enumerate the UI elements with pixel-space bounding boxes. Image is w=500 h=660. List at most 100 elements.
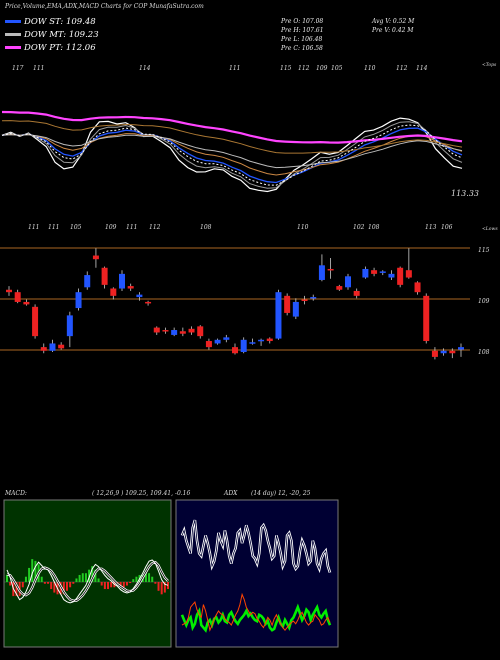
candle-body [32, 306, 39, 337]
candle-body [292, 301, 299, 317]
macd-signal-core [6, 561, 169, 602]
candle-body [6, 289, 12, 293]
pre-low: Pre L: 106.48 [281, 36, 323, 43]
level-label: 108 [478, 349, 490, 356]
last-ema-value: 113.33 [451, 189, 479, 198]
candle-body [458, 347, 464, 350]
candle-body [240, 339, 247, 353]
pre-open: Pre O: 107.08 [281, 18, 324, 25]
legend-mt: DOW MT: 109.23 [5, 30, 99, 40]
top-label: 112 [298, 65, 310, 72]
candle-body [258, 339, 265, 342]
candle-body [371, 270, 378, 274]
candle-body [397, 267, 404, 285]
bottom-label: 110 [297, 224, 309, 231]
candle-body [162, 330, 169, 332]
candle-body [388, 273, 395, 278]
candle-body [23, 301, 30, 305]
adx-panel [175, 499, 339, 648]
candle-body [127, 286, 134, 289]
ema-line-50 [1, 110, 463, 144]
candle-body [301, 299, 308, 302]
ema-dotted-line [1, 124, 463, 186]
adx-label: ADX [224, 490, 238, 497]
candle-body [40, 347, 47, 351]
di-line-1 [181, 592, 331, 632]
chart-header: Price,Volume,EMA,ADX,MACD Charts for COP… [5, 3, 204, 10]
top-label: 111 [33, 65, 44, 72]
lows-tag: <Lows [482, 226, 498, 232]
candle-body [249, 342, 256, 344]
bottom-label: 112 [149, 224, 161, 231]
candle-body [223, 337, 230, 340]
legend-mt-swatch [5, 33, 21, 36]
candle-body [179, 331, 186, 334]
bottom-label: 113 [425, 224, 437, 231]
candle-body [75, 292, 82, 309]
candle-body [188, 328, 195, 333]
legend-st: DOW ST: 109.48 [5, 17, 96, 27]
legend-pt: DOW PT: 112.06 [5, 43, 96, 53]
avg-volume: Avg V: 0.52 M [372, 18, 415, 25]
bottom-label: 109 [105, 224, 117, 231]
candle-body [197, 326, 204, 337]
pre-volume: Pre V: 0.42 M [372, 27, 414, 34]
top-label: 105 [331, 65, 343, 72]
candle-body [84, 275, 91, 288]
candle-body [405, 270, 412, 278]
macd-line [6, 559, 169, 604]
top-label: 109 [316, 65, 328, 72]
ema-line-6 [1, 121, 463, 189]
bottom-label: 105 [70, 224, 82, 231]
adx-line-inner [181, 519, 331, 573]
di-line-0 [180, 603, 332, 633]
candle-body [423, 295, 430, 342]
candle-body [275, 292, 282, 339]
candle-body [66, 315, 73, 337]
candle-body [336, 286, 343, 290]
bottom-label: 111 [28, 224, 39, 231]
bottom-label: 102 [353, 224, 365, 231]
candle-body [145, 301, 152, 304]
candle-body [110, 288, 117, 296]
bottom-label: 111 [126, 224, 137, 231]
candle-body [101, 267, 108, 285]
candle-body [214, 339, 221, 344]
bottom-label: 108 [368, 224, 380, 231]
price-panel: 115 109 108 [0, 247, 490, 360]
candle-body [327, 268, 334, 271]
legend-st-label: DOW ST: 109.48 [24, 17, 96, 27]
bottom-label: 111 [48, 224, 59, 231]
legend-pt-swatch [5, 46, 21, 49]
candle-body [153, 327, 160, 333]
top-label: 115 [280, 65, 292, 72]
candle-body [310, 297, 317, 299]
level-label: 109 [478, 298, 490, 305]
top-label: 117 [12, 65, 24, 72]
pre-high: Pre H: 107.61 [281, 27, 324, 34]
candle-body [58, 344, 65, 349]
candle-body [205, 341, 212, 348]
top-label: 114 [416, 65, 428, 72]
candle-body [136, 294, 143, 298]
legend-mt-label: DOW MT: 109.23 [24, 30, 99, 40]
candle-body [440, 350, 447, 354]
candle-body [232, 347, 238, 354]
candle-body [353, 290, 360, 296]
legend-st-swatch [5, 20, 21, 23]
candle-body [449, 350, 456, 354]
ema-line-36 [1, 120, 463, 154]
candle-body [345, 276, 351, 288]
ema-line-24 [1, 134, 463, 169]
candle-body [92, 255, 99, 260]
legend-pt-label: DOW PT: 112.06 [24, 43, 96, 53]
candle-body [414, 282, 421, 293]
candle-body [431, 350, 438, 357]
candle-body [318, 265, 325, 280]
level-label: 115 [478, 247, 490, 254]
candle-body [379, 271, 386, 273]
macd-label: MACD: [5, 490, 27, 497]
bottom-label: 108 [200, 224, 212, 231]
